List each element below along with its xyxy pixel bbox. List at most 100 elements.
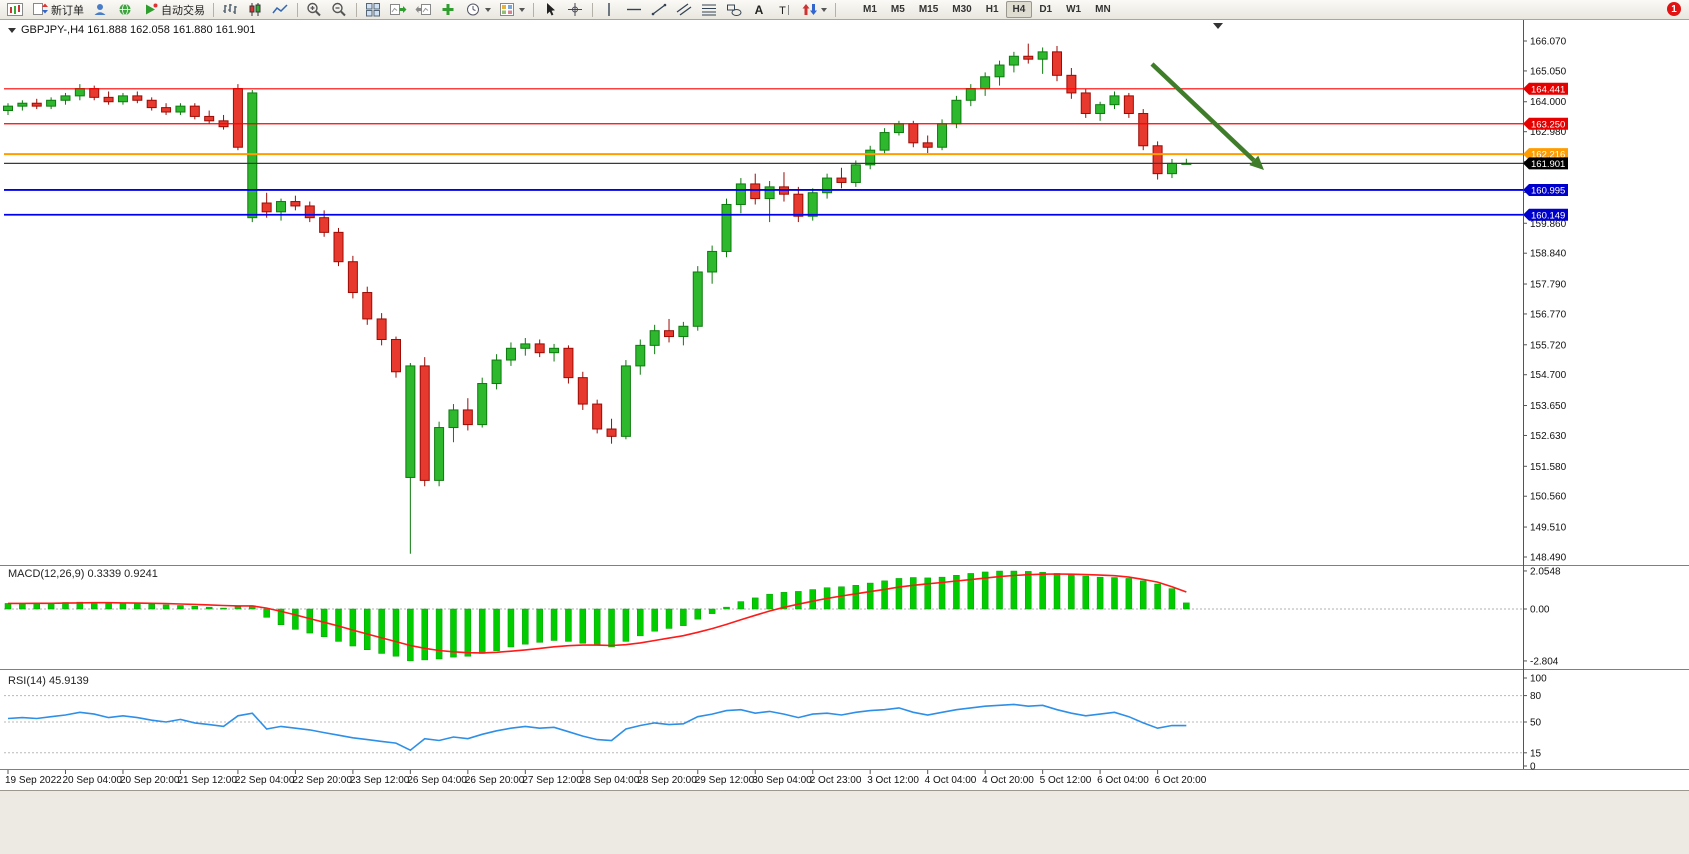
candle-body bbox=[74, 88, 85, 97]
autotrading-button[interactable]: 自动交易 bbox=[138, 1, 209, 19]
candle-body bbox=[793, 193, 804, 217]
macd-bar bbox=[435, 608, 443, 660]
macd-bar bbox=[306, 608, 314, 634]
candle-body bbox=[937, 123, 948, 148]
new-chart-button[interactable] bbox=[3, 1, 28, 19]
line-chart-button[interactable] bbox=[268, 1, 293, 19]
svg-text:T: T bbox=[779, 5, 786, 17]
time-tick-label: 20 Sep 20:00 bbox=[120, 775, 180, 786]
timeframe-d1-button[interactable]: D1 bbox=[1039, 4, 1053, 15]
vertical-line-button[interactable] bbox=[597, 1, 622, 19]
text-label-button[interactable]: T bbox=[772, 1, 797, 19]
time-tick-label: 2 Oct 23:00 bbox=[810, 775, 862, 786]
timeframe-m30-button[interactable]: M30 bbox=[952, 4, 972, 15]
rsi-axis-label: 50 bbox=[1530, 718, 1542, 729]
tile-windows-button[interactable] bbox=[361, 1, 386, 19]
price-tag-160.995[interactable] bbox=[1523, 183, 1568, 196]
price-tag-162.216[interactable] bbox=[1523, 148, 1568, 161]
zoom-in-button[interactable] bbox=[302, 1, 327, 19]
price-tick-label: 156.770 bbox=[1530, 309, 1567, 320]
candle-body bbox=[434, 427, 445, 481]
profile-button[interactable] bbox=[88, 1, 113, 19]
time-tick-label: 21 Sep 12:00 bbox=[177, 775, 237, 786]
macd-bar bbox=[838, 586, 845, 610]
macd-bar bbox=[637, 608, 644, 637]
candle-body bbox=[908, 123, 919, 144]
macd-bar bbox=[723, 606, 730, 610]
price-tick-label: 148.490 bbox=[1530, 552, 1567, 563]
bar-chart-button[interactable] bbox=[218, 1, 243, 19]
price-tag-164.441[interactable] bbox=[1523, 82, 1568, 95]
autotrading-label: 自动交易 bbox=[161, 4, 205, 17]
price-tag-160.149[interactable] bbox=[1523, 208, 1568, 221]
trend-arrow-head[interactable] bbox=[1249, 155, 1264, 170]
candle-body bbox=[563, 347, 574, 379]
candle-chart-button[interactable] bbox=[243, 1, 268, 19]
text-button[interactable]: A bbox=[747, 1, 772, 19]
indicators-button[interactable] bbox=[436, 1, 461, 19]
periods-button[interactable] bbox=[461, 1, 495, 19]
fibonacci-button[interactable] bbox=[697, 1, 722, 19]
time-tick-label: 27 Sep 12:00 bbox=[522, 775, 582, 786]
arrows-button[interactable] bbox=[797, 1, 831, 19]
candle-body bbox=[994, 64, 1005, 78]
symbol-dropdown-icon[interactable] bbox=[8, 27, 16, 33]
zoom-out-button[interactable] bbox=[327, 1, 352, 19]
timeframe-m1-button[interactable]: M1 bbox=[863, 4, 877, 15]
trend-arrow-annotation[interactable] bbox=[1150, 62, 1256, 163]
auto-scroll-button[interactable] bbox=[386, 1, 411, 19]
macd-bar bbox=[1139, 580, 1147, 610]
price-tick-label: 150.560 bbox=[1530, 492, 1567, 503]
trendline-button[interactable] bbox=[647, 1, 672, 19]
new-order-button[interactable]: 新订单 bbox=[28, 1, 88, 19]
time-tick-label: 29 Sep 12:00 bbox=[695, 775, 755, 786]
macd-bar bbox=[1053, 573, 1061, 610]
notification-badge[interactable]: 1 bbox=[1667, 2, 1681, 16]
timeframe-h1-button[interactable]: H1 bbox=[985, 4, 999, 15]
toolbar: 新订单 自动交易 A T M1 M5 M15 M30 H1 H4 D1 W1 MN bbox=[0, 0, 1689, 20]
templates-button[interactable] bbox=[495, 1, 529, 19]
macd-bar bbox=[119, 603, 127, 610]
candle-body bbox=[1152, 145, 1163, 175]
price-tick-label: 157.790 bbox=[1530, 280, 1567, 291]
candle-body bbox=[89, 88, 100, 98]
candle-body bbox=[893, 123, 904, 134]
price-tag-label: 160.995 bbox=[1531, 185, 1565, 196]
candle-body bbox=[549, 347, 560, 354]
shapes-button[interactable] bbox=[722, 1, 747, 19]
candle-body bbox=[865, 149, 876, 166]
crosshair-button[interactable] bbox=[563, 1, 588, 19]
chart-shift-marker-icon[interactable] bbox=[1213, 23, 1223, 29]
price-axis[interactable]: 166.070165.050164.000162.980161.960160.9… bbox=[1523, 36, 1567, 563]
price-tag-161.901[interactable] bbox=[1523, 157, 1568, 170]
clock-icon bbox=[465, 2, 482, 17]
macd-bar bbox=[507, 608, 515, 648]
candle-body bbox=[707, 250, 718, 273]
horizontal-line-button[interactable] bbox=[622, 1, 647, 19]
timeframe-h4-button[interactable]: H4 bbox=[1005, 1, 1033, 18]
text-icon: A bbox=[751, 2, 768, 17]
chart-plot-area[interactable] bbox=[4, 20, 1523, 565]
candle-body bbox=[520, 343, 531, 349]
candle-body bbox=[505, 347, 516, 361]
candle-body bbox=[175, 105, 186, 113]
equidistant-channel-button[interactable] bbox=[672, 1, 697, 19]
timeframe-mn-button[interactable]: MN bbox=[1095, 4, 1111, 15]
order-icon bbox=[32, 2, 49, 17]
macd-bar bbox=[220, 607, 227, 610]
time-tick-label: 22 Sep 20:00 bbox=[292, 775, 352, 786]
chart-shift-button[interactable] bbox=[411, 1, 436, 19]
macd-bar bbox=[866, 582, 874, 610]
timeframe-m5-button[interactable]: M5 bbox=[890, 4, 905, 15]
candle-body bbox=[477, 383, 488, 426]
price-tag-163.250[interactable] bbox=[1523, 117, 1568, 130]
timeframe-w1-button[interactable]: W1 bbox=[1066, 4, 1082, 15]
toolbar-separator bbox=[835, 2, 836, 17]
timeframe-m15-button[interactable]: M15 bbox=[918, 4, 939, 15]
community-button[interactable] bbox=[113, 1, 138, 19]
cursor-button[interactable] bbox=[538, 1, 563, 19]
macd-bar bbox=[694, 608, 702, 620]
macd-bar bbox=[4, 603, 12, 610]
